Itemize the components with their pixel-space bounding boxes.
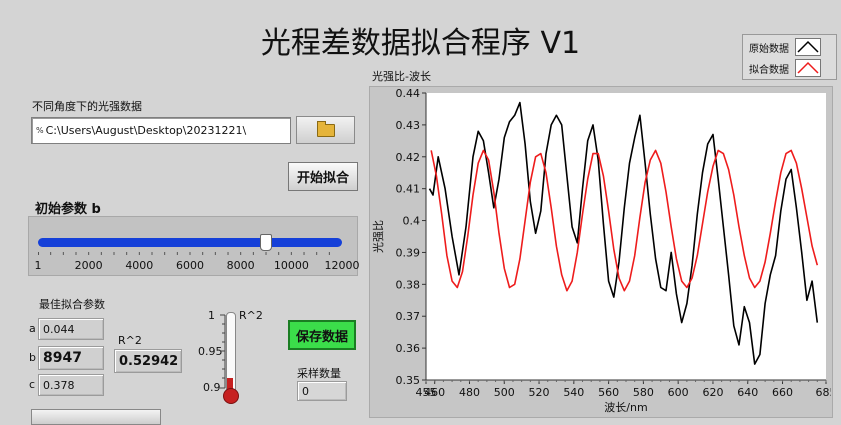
r2-value-field: 0.52942 xyxy=(114,349,182,373)
path-type-icon: % xyxy=(36,126,44,135)
x-tick-label: 560 xyxy=(598,386,619,399)
gauge-tick-095: 0.95 xyxy=(198,345,223,358)
save-data-button[interactable]: 保存数据 xyxy=(288,320,356,350)
legend-item-fit: 拟合数据 xyxy=(749,59,821,77)
y-tick-label: 0.44 xyxy=(396,87,421,100)
start-fit-button[interactable]: 开始拟合 xyxy=(288,162,358,191)
gauge-label: R^2 xyxy=(239,309,263,322)
slider-tick-label: 4000 xyxy=(125,259,154,272)
chart-title: 光强比-波长 xyxy=(372,70,431,83)
x-tick-label: 500 xyxy=(494,386,515,399)
x-tick-label: 685 xyxy=(816,386,832,399)
gauge-scale xyxy=(220,314,226,389)
y-tick-label: 0.37 xyxy=(396,310,421,323)
slider-tick-label: 2000 xyxy=(74,259,103,272)
initial-param-slider-panel: 1 2000 4000 6000 8000 10000 12000 xyxy=(28,216,360,276)
y-tick-label: 0.39 xyxy=(396,246,421,259)
y-tick-label: 0.36 xyxy=(396,342,421,355)
slider-tick-label: 6000 xyxy=(175,259,204,272)
y-tick-label: 0.38 xyxy=(396,278,421,291)
folder-icon xyxy=(316,120,335,137)
c-value: 0.378 xyxy=(43,378,75,392)
b-value: 8947 xyxy=(43,350,82,366)
sample-count-label: 采样数量 xyxy=(297,367,341,380)
raw-data-series-line xyxy=(428,101,819,365)
c-label: c xyxy=(29,378,36,391)
legend-fit-swatch xyxy=(795,59,821,77)
x-tick-label: 660 xyxy=(772,386,793,399)
x-tick-label: 580 xyxy=(633,386,654,399)
r2-value: 0.52942 xyxy=(119,353,179,369)
slider-tick-label: 1 xyxy=(34,259,42,272)
browse-button[interactable] xyxy=(296,116,355,144)
x-tick-label: 640 xyxy=(737,386,758,399)
x-tick-label: 600 xyxy=(668,386,689,399)
x-tick-label: 620 xyxy=(702,386,723,399)
best-fit-label: 最佳拟合参数 xyxy=(39,298,105,311)
x-tick-label: 460 xyxy=(424,386,445,399)
a-label: a xyxy=(29,322,36,335)
y-tick-label: 0.4 xyxy=(403,215,421,228)
r2-gauge-fill xyxy=(227,378,233,392)
y-tick-label: 0.35 xyxy=(396,374,421,387)
slider-thumb[interactable] xyxy=(259,234,272,251)
x-tick-label: 540 xyxy=(563,386,584,399)
y-tick-label: 0.42 xyxy=(396,151,421,164)
slider-track[interactable] xyxy=(38,234,342,251)
chart-plot-area xyxy=(426,93,826,380)
path-input[interactable]: % C:\Users\August\Desktop\20231221\ xyxy=(31,117,291,144)
a-value: 0.044 xyxy=(43,322,75,336)
bottom-control[interactable] xyxy=(31,409,161,425)
legend-raw-swatch xyxy=(795,38,821,56)
legend-raw-label: 原始数据 xyxy=(749,43,789,55)
slider-tick-label: 8000 xyxy=(226,259,255,272)
r2-label: R^2 xyxy=(118,334,142,347)
slider-tick-label: 10000 xyxy=(273,259,309,272)
slider-tick-label: 12000 xyxy=(324,259,360,272)
file-section-label: 不同角度下的光强数据 xyxy=(32,100,142,113)
y-tick-label: 0.41 xyxy=(396,183,421,196)
y-tick-label: 0.43 xyxy=(396,119,421,132)
gauge-tick-09: 0.9 xyxy=(203,381,221,394)
r2-gauge-bulb xyxy=(223,388,239,404)
b-value-field: 8947 xyxy=(38,346,104,370)
gauge-tick-1: 1 xyxy=(208,309,215,322)
c-value-field: 0.378 xyxy=(38,374,104,396)
fit-data-series-line xyxy=(430,149,819,292)
x-axis-label: 波长/nm xyxy=(604,401,647,414)
sample-count-field[interactable]: 0 xyxy=(297,381,347,401)
a-value-field: 0.044 xyxy=(38,318,104,340)
sample-count-value: 0 xyxy=(302,384,309,398)
path-value: C:\Users\August\Desktop\20231221\ xyxy=(45,124,247,137)
slider-ticks xyxy=(38,252,330,255)
page-title: 光程差数据拟合程序 V1 xyxy=(260,26,581,61)
chart-svg: 0.35 0.36 0.37 0.38 0.39 0.4 0.41 0.42 0.43 0.44 4… xyxy=(371,87,832,414)
x-tick-label: 520 xyxy=(529,386,550,399)
legend-fit-label: 拟合数据 xyxy=(749,64,789,76)
x-tick-label: 455 xyxy=(416,386,437,399)
x-tick-label: 480 xyxy=(459,386,480,399)
b-label: b xyxy=(29,351,36,364)
legend-item-raw: 原始数据 xyxy=(749,38,821,56)
y-axis-label: 光强比 xyxy=(371,220,385,253)
chart-legend: 原始数据 拟合数据 xyxy=(742,34,837,80)
initial-param-label: 初始参数 b xyxy=(35,202,101,217)
